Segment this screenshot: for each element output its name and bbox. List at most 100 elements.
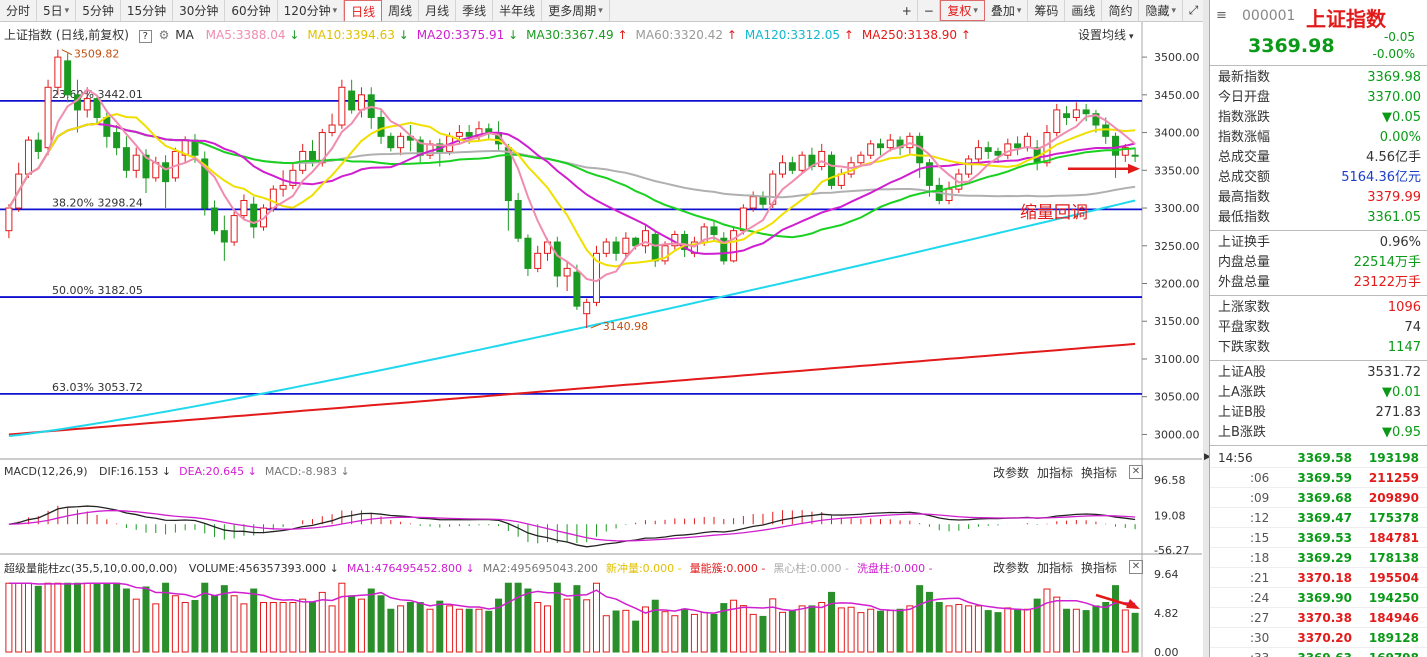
volume-bar (367, 588, 375, 653)
candle-body (710, 226, 718, 235)
period-tab-10[interactable]: 季线 (456, 0, 494, 21)
candle-body (328, 124, 336, 134)
period-tab-7[interactable]: 日线 (344, 0, 383, 21)
volume-bar (162, 582, 170, 653)
volume-bar (974, 605, 982, 653)
volume-bar (446, 605, 454, 653)
tick-row: :06 3369.59 211259 (1210, 468, 1427, 488)
tick-price: 3369.53 (1297, 531, 1352, 545)
tick-price: 3369.47 (1297, 511, 1352, 525)
volume-tick-label: 0.00 (1154, 646, 1179, 657)
candle-body (984, 147, 992, 152)
toolbar-btn-3[interactable]: 画线 (1065, 0, 1103, 21)
help-icon[interactable]: ? (138, 30, 152, 43)
period-tab-8[interactable]: 周线 (382, 0, 420, 21)
macd-tick-label: -56.27 (1154, 544, 1189, 557)
candle-body (122, 147, 130, 171)
candle-body (377, 116, 385, 137)
candle-body (269, 188, 277, 209)
panel-btn-0[interactable]: 改参数 (993, 561, 1030, 575)
volume-bar (328, 605, 336, 653)
volume-bar (5, 582, 13, 653)
gear-icon[interactable]: ⚙ (158, 28, 170, 42)
volume-bar (299, 598, 307, 653)
toolbar-btn-2[interactable]: 筹码 (1028, 0, 1066, 21)
stat-value: 0.96% (1379, 235, 1421, 250)
panel-btn-0[interactable]: 改参数 (993, 466, 1030, 480)
price-tick-label: 3250.00 (1154, 240, 1200, 253)
vol-item-1: MA1:476495452.800 ↓ (346, 562, 475, 575)
volume-bar (113, 582, 121, 653)
fullscreen-icon[interactable]: ⤢ (1183, 0, 1205, 21)
panel-btn-1[interactable]: 加指标 (1037, 466, 1074, 480)
volume-bar (485, 610, 493, 653)
period-tab-9[interactable]: 月线 (419, 0, 457, 21)
volume-bar (142, 586, 150, 653)
stat-label: 上涨家数 (1218, 300, 1271, 315)
macd-tick-label: 19.08 (1154, 509, 1186, 522)
stat-value: 4.56亿手 (1366, 150, 1421, 165)
tick-time: :33 (1210, 648, 1272, 657)
period-tab-11[interactable]: 半年线 (493, 0, 543, 21)
period-tab-4[interactable]: 30分钟 (173, 0, 226, 21)
candle-body (1082, 109, 1090, 115)
volume-bar (1014, 608, 1022, 653)
panel-btn-2[interactable]: 换指标 (1081, 466, 1118, 480)
volume-bar (524, 588, 532, 653)
period-tab-3[interactable]: 15分钟 (121, 0, 174, 21)
kline-chart[interactable]: 3500.00 3450.00 3400.00 3350.00 3300.00 3250.… (0, 22, 1203, 657)
vol-item-2: MA2:495695043.200 (482, 562, 598, 575)
toolbar-btn-0[interactable]: 复权 ▾ (940, 0, 985, 21)
fib-label: 63.03% 3053.72 (52, 381, 143, 394)
volume-bar (495, 598, 503, 653)
tick-row: :333369.63169798 (1210, 648, 1427, 657)
toolbar-btn-4[interactable]: 简约 (1102, 0, 1140, 21)
candle-body (289, 169, 297, 186)
volume-bar (847, 606, 855, 653)
volume-bar (730, 599, 738, 653)
ma-settings-button[interactable]: 设置均线 ▾ (1078, 28, 1134, 42)
volume-bar (240, 603, 248, 653)
ma-values: MA5:3388.04 ↓ MA10:3394.63 ↓ MA20:3375.91 … (198, 28, 971, 42)
close-icon[interactable]: ✕ (1129, 465, 1143, 479)
zoom-in-icon[interactable]: + (896, 0, 919, 21)
panel-btn-1[interactable]: 加指标 (1037, 561, 1074, 575)
period-tab-5[interactable]: 60分钟 (225, 0, 278, 21)
toolbar-btn-5[interactable]: 隐藏 ▾ (1139, 0, 1183, 21)
period-tab-0[interactable]: 分时 (0, 0, 38, 21)
stat-row: 总成交量 4.56亿手 (1210, 148, 1427, 168)
close-icon[interactable]: ✕ (1129, 560, 1143, 574)
vol-item-6: 洗盘柱:0.000 - (856, 562, 933, 575)
toolbar-btn-1[interactable]: 叠加 ▾ (985, 0, 1029, 21)
volume-bar (269, 602, 277, 653)
stat-label: 上证换手 (1218, 235, 1271, 250)
period-tab-2[interactable]: 5分钟 (76, 0, 121, 21)
period-tab-12[interactable]: 更多周期 ▾ (542, 0, 610, 21)
stat-label: 总成交量 (1218, 150, 1271, 165)
stat-row: 上B涨跌 ▼0.95 (1210, 423, 1427, 443)
candle-body (1043, 132, 1051, 164)
stats-section-1: 上证换手 0.96% 内盘总量 22514万手 外盘总量 23122万手 (1210, 231, 1427, 296)
period-tab-1[interactable]: 5日 ▾ (37, 0, 77, 21)
stats-section-3: 上证A股 3531.72 上A涨跌 ▼0.01 上证B股 271.83 上B涨跌 ▼0.95 (1210, 361, 1427, 446)
sidebar-collapse-handle[interactable]: ▶ (1203, 0, 1211, 657)
dif-line (8, 505, 1136, 548)
zoom-out-icon[interactable]: − (918, 0, 941, 21)
candle-body (24, 139, 32, 175)
candle-body (201, 158, 209, 209)
stat-value: 23122万手 (1353, 275, 1421, 290)
stat-row: 上证A股 3531.72 (1210, 363, 1427, 383)
period-tab-6[interactable]: 120分钟 ▾ (278, 0, 345, 21)
candle-body (1053, 109, 1061, 134)
stat-row: 下跌家数 1147 (1210, 338, 1427, 358)
tick-row: :09 3369.68 209890 (1210, 488, 1427, 508)
panel-btn-2[interactable]: 换指标 (1081, 561, 1118, 575)
candle-body (563, 267, 571, 277)
chart-area[interactable]: 3500.00 3450.00 3400.00 3350.00 3300.00 3250.… (0, 22, 1205, 657)
volume-bar (416, 602, 424, 653)
candle-body (602, 241, 610, 254)
volume-bar (779, 611, 787, 653)
menu-icon[interactable]: ≡ (1216, 8, 1227, 23)
volume-bar (769, 598, 777, 653)
